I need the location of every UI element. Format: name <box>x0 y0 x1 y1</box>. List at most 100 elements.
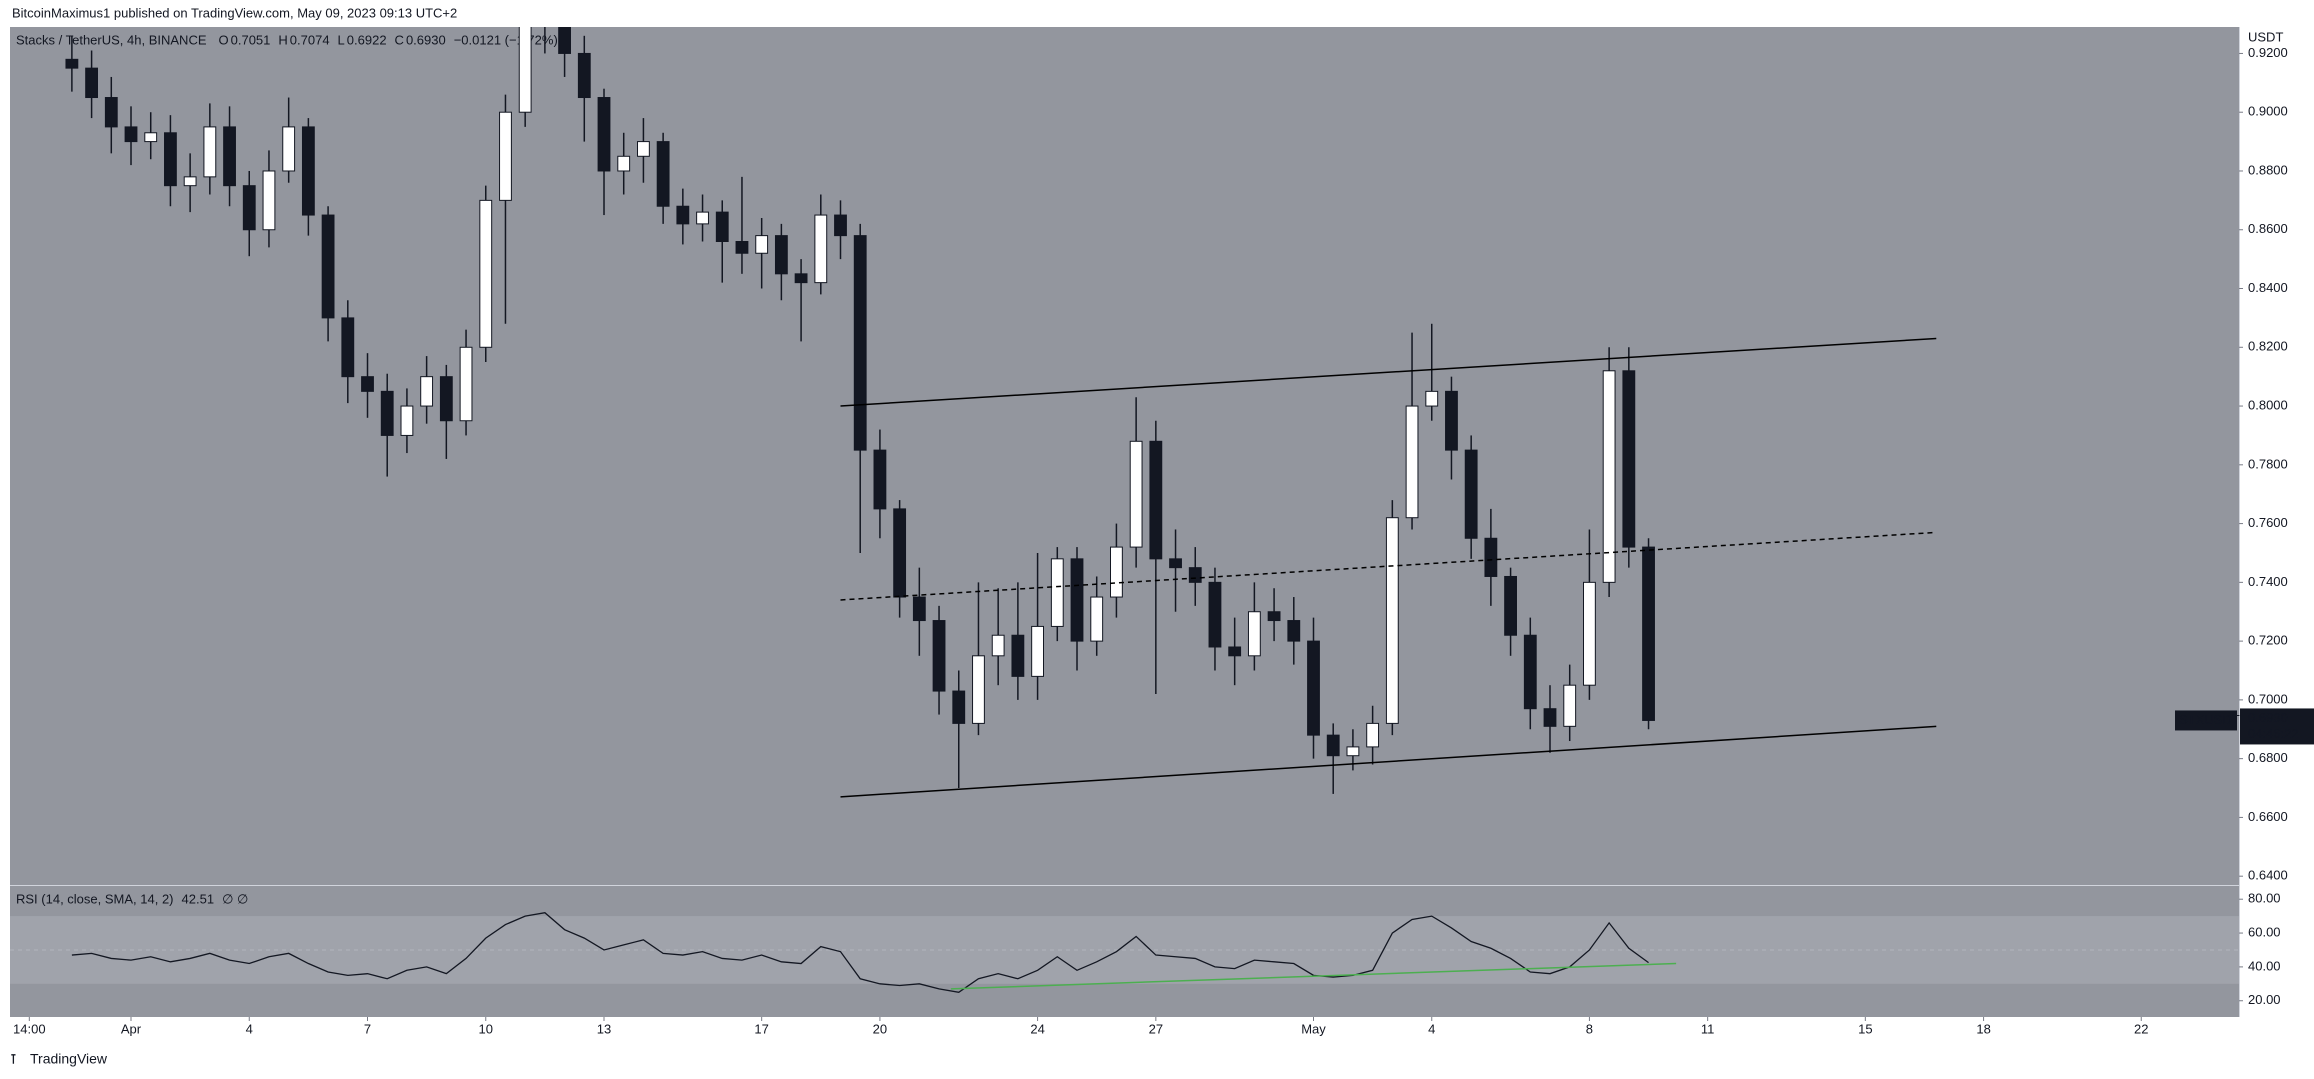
candle <box>65 35 79 92</box>
candle-body <box>499 111 512 201</box>
candle-body <box>65 58 79 69</box>
candle-body <box>1425 390 1439 407</box>
candle <box>321 206 335 342</box>
candle <box>420 356 434 424</box>
y-tick-label: 0.8800 <box>2248 162 2288 177</box>
candle <box>341 300 355 404</box>
candle-body <box>301 126 315 216</box>
candle-body <box>380 390 394 436</box>
candle <box>1583 529 1596 700</box>
candle <box>1070 547 1084 671</box>
candle <box>1622 347 1636 568</box>
candle-body <box>1287 620 1301 642</box>
y-tick-label: 0.7200 <box>2248 633 2288 648</box>
candle-body <box>1090 596 1104 642</box>
candle <box>144 112 158 160</box>
candle-body <box>341 317 355 378</box>
candle <box>696 194 709 242</box>
y-tick-label: 0.6400 <box>2248 868 2288 883</box>
candle-body <box>1169 558 1182 569</box>
x-tick-label: 27 <box>1149 1021 1163 1036</box>
candle <box>834 200 847 260</box>
y-tick-label: 0.9200 <box>2248 45 2288 60</box>
candle-body <box>518 27 532 113</box>
candle <box>1563 664 1577 742</box>
symbol-tag-bg <box>2175 710 2237 731</box>
candle <box>1307 617 1320 759</box>
candle <box>597 88 611 216</box>
candle <box>242 170 256 257</box>
x-tick-label: 22 <box>2134 1021 2148 1036</box>
candle-body <box>420 376 434 407</box>
candle-body <box>1366 722 1380 748</box>
candle <box>301 118 315 236</box>
candle-body <box>893 508 907 598</box>
candle <box>380 373 394 477</box>
candle-body <box>1070 558 1084 642</box>
y-tick-label: 0.7000 <box>2248 691 2288 706</box>
candle-body <box>952 690 966 724</box>
y-tick-label: 0.9000 <box>2248 104 2288 119</box>
candle <box>1208 567 1222 671</box>
candle-body <box>597 97 611 172</box>
candle <box>124 106 138 166</box>
rsi-value: 42.51 <box>182 891 215 906</box>
y-tick-label: 0.8400 <box>2248 280 2288 295</box>
price-tag-bg <box>2240 708 2314 745</box>
legend-key: O <box>219 32 229 47</box>
brand: TradingView <box>30 1051 108 1067</box>
y-tick-label: 40.00 <box>2248 958 2281 973</box>
candle-body <box>1642 546 1655 721</box>
candle-body <box>735 241 749 254</box>
x-tick-label: 11 <box>1701 1021 1715 1036</box>
legend-value: 0.6922 <box>347 32 387 47</box>
candle-body <box>715 211 729 243</box>
candle-body <box>164 132 177 187</box>
candle-body <box>1523 634 1537 710</box>
candle-body <box>479 199 493 348</box>
x-tick-label: 7 <box>364 1021 371 1036</box>
candle-body <box>1622 370 1636 548</box>
candle-body <box>1247 611 1261 657</box>
candle-body <box>577 52 591 99</box>
candle <box>952 670 966 789</box>
x-tick-label: 18 <box>1976 1021 1990 1036</box>
candle-body <box>1464 449 1478 539</box>
candle-body <box>1602 370 1616 583</box>
candle-body <box>932 620 946 692</box>
y-tick-label: 20.00 <box>2248 992 2281 1007</box>
candle-body <box>85 67 99 99</box>
candle-body <box>104 97 118 128</box>
candle-body <box>1050 558 1064 627</box>
candle <box>893 500 907 618</box>
rsi-extra: ∅ ∅ <box>222 891 248 906</box>
candle <box>1169 529 1182 612</box>
candle <box>164 115 177 207</box>
candle <box>203 103 217 195</box>
candle-body <box>617 155 631 172</box>
legend-key: C <box>395 32 404 47</box>
chart-title: Stacks / TetherUS, 4h, BINANCE <box>16 32 207 47</box>
y-tick-label: 0.8200 <box>2248 339 2288 354</box>
candle-body <box>991 634 1005 657</box>
candle-body <box>794 273 808 284</box>
x-tick-label: Apr <box>121 1021 142 1036</box>
candle-body <box>1188 567 1202 583</box>
y-tick-label: 0.6800 <box>2248 750 2288 765</box>
x-tick-label: 20 <box>873 1021 887 1036</box>
candle <box>1326 723 1340 794</box>
candle <box>223 106 236 207</box>
candle <box>1149 420 1163 695</box>
candle <box>617 132 631 195</box>
candle <box>1445 376 1458 480</box>
y-tick-label: 0.8000 <box>2248 397 2288 412</box>
candle-body <box>1484 537 1498 577</box>
candle-body <box>834 214 847 237</box>
candle <box>1523 617 1537 730</box>
candle <box>1031 552 1044 700</box>
ohlc-legend: Stacks / TetherUS, 4h, BINANCE O 0.7051 H 0.… <box>16 32 558 47</box>
candle-body <box>774 235 788 275</box>
candle <box>1464 435 1478 559</box>
candle <box>932 605 946 715</box>
